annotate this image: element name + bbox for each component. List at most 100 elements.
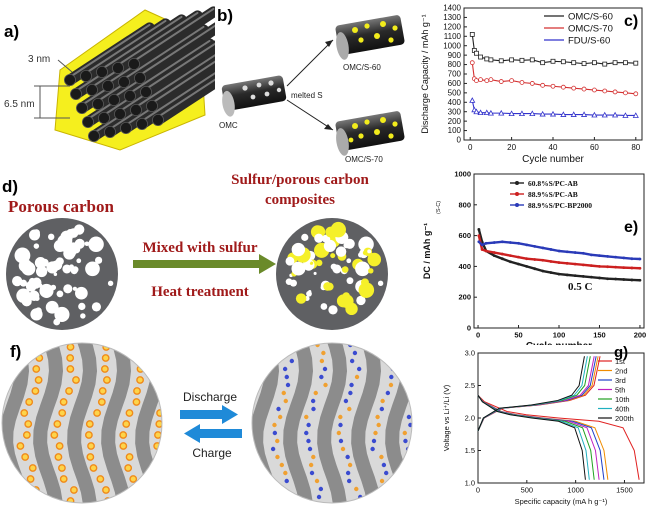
omc-s70-cylinder	[334, 110, 405, 156]
data-point	[606, 265, 609, 268]
chart-dc-capacity: 05010015020002004006008001000Cycle numbe…	[418, 170, 650, 345]
pore-size-label: 3 nm	[28, 54, 50, 65]
x-axis-label: Cycle number	[522, 154, 584, 165]
data-point	[574, 251, 577, 254]
data-point	[551, 59, 555, 63]
y-tick-label: 1200	[443, 23, 461, 32]
data-point	[485, 79, 489, 83]
legend-entry: 10th	[615, 395, 630, 404]
panel-label-f: f)	[10, 342, 21, 361]
x-tick-label: 150	[593, 331, 606, 340]
data-point	[582, 87, 586, 91]
data-point	[525, 265, 528, 268]
data-point	[501, 253, 504, 256]
y-tick-label: 3.0	[465, 349, 475, 358]
y-axis-sublabel: (S-C)	[436, 201, 442, 214]
y-tick-label: 1000	[454, 170, 471, 179]
y-tick-label: 2.0	[465, 414, 475, 423]
data-point	[590, 253, 593, 256]
data-point	[510, 79, 514, 83]
legend-entry: OMC/S-60	[568, 12, 613, 23]
x-tick-label: 20	[507, 143, 516, 152]
y-tick-label: 1.5	[465, 446, 475, 455]
legend-entry: FDU/S-60	[568, 36, 610, 47]
x-tick-label: 0	[476, 486, 480, 495]
data-point	[598, 277, 601, 280]
data-point	[509, 260, 512, 263]
data-point	[558, 273, 561, 276]
data-point	[582, 62, 586, 66]
panel-label-e: e)	[624, 219, 638, 236]
data-point	[489, 58, 493, 62]
data-point	[639, 258, 642, 261]
data-point	[582, 263, 585, 266]
x-tick-label: 60	[590, 143, 599, 152]
charge-arrow	[184, 424, 242, 443]
mesoporous-carbon-illustration: 3 nm 6.5 nm	[0, 0, 215, 160]
sulfur-carbon-disc	[276, 218, 388, 330]
x-tick-label: 200	[634, 331, 647, 340]
data-point	[541, 270, 544, 273]
data-point	[485, 242, 488, 245]
data-point	[606, 255, 609, 258]
panel-label-b: b)	[217, 6, 233, 26]
data-point	[613, 61, 617, 65]
data-point	[558, 261, 561, 264]
panel-f: f) Discharge Charge	[0, 335, 440, 507]
data-point	[489, 78, 493, 82]
y-axis-label: Voltage vs Li⁺/Li (V)	[442, 384, 451, 451]
panel-label-a: a)	[4, 22, 19, 42]
panel-a: a) 3 nm 6.5 nm	[0, 0, 215, 160]
data-point	[630, 267, 633, 270]
data-point	[501, 240, 504, 243]
carbon-nanorod-bundle	[64, 9, 215, 142]
legend-entry: 200th	[615, 414, 634, 423]
data-point	[509, 254, 512, 257]
data-point	[639, 267, 642, 270]
legend-entry: 88.9%S/PC-AB	[528, 190, 578, 199]
data-point	[493, 241, 496, 244]
data-point	[530, 58, 534, 62]
y-tick-label: 200	[448, 117, 462, 126]
data-point	[510, 58, 514, 62]
y-tick-label: 2.5	[465, 381, 475, 390]
legend-marker	[515, 181, 519, 185]
data-point	[623, 61, 627, 65]
data-point	[551, 84, 555, 88]
data-point	[541, 61, 545, 65]
data-point	[590, 276, 593, 279]
omc-label: OMC	[219, 121, 238, 130]
data-point	[517, 242, 520, 245]
data-point	[477, 228, 480, 231]
data-point	[614, 256, 617, 259]
porous-carbon-disc	[6, 218, 118, 330]
y-tick-label: 700	[448, 70, 462, 79]
y-tick-label: 800	[448, 60, 462, 69]
porous-carbon-scheme: d) Porous carbon Sulfur/porous carbon co…	[0, 170, 418, 332]
data-point	[630, 257, 633, 260]
panel-label-d: d)	[2, 177, 18, 196]
data-point	[622, 257, 625, 260]
y-tick-label: 0	[467, 324, 471, 333]
panel-label-c: c)	[624, 13, 638, 30]
data-point	[592, 88, 596, 92]
data-point	[479, 55, 483, 59]
data-point	[550, 260, 553, 263]
data-point	[481, 248, 484, 251]
legend-entry: OMC/S-70	[568, 24, 613, 35]
y-tick-label: 1100	[444, 32, 462, 41]
y-tick-label: 900	[448, 51, 462, 60]
data-point	[566, 262, 569, 265]
data-point	[541, 247, 544, 250]
wall-size-label: 6.5 nm	[4, 99, 35, 110]
data-point	[614, 278, 617, 281]
data-point	[477, 234, 480, 237]
y-axis-label: Discharge Capacity / mAh g⁻¹	[420, 14, 430, 133]
data-point	[533, 258, 536, 261]
rate-annotation: 0.5 C	[568, 281, 593, 293]
omc-s70-label: OMC/S-70	[345, 155, 383, 164]
composite-title-line1: Sulfur/porous carbon	[231, 172, 369, 188]
data-point	[520, 58, 524, 62]
y-tick-label: 600	[458, 231, 471, 240]
panel-label-g: g)	[614, 344, 628, 361]
